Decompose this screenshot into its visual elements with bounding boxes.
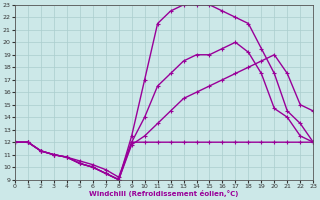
X-axis label: Windchill (Refroidissement éolien,°C): Windchill (Refroidissement éolien,°C) — [89, 190, 239, 197]
